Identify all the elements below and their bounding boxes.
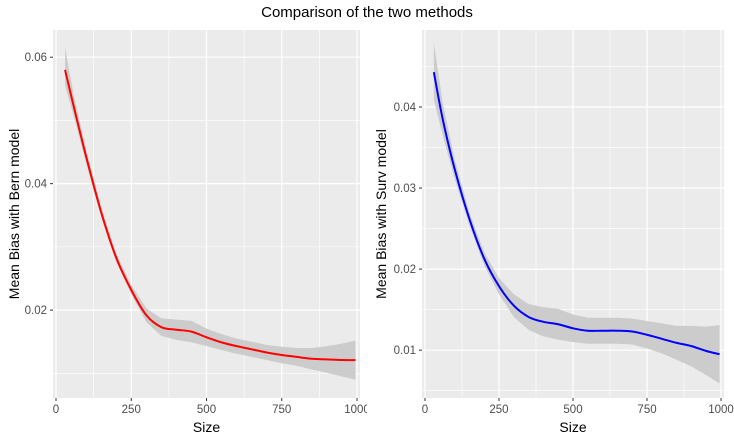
y-tick-label: 0.02: [394, 264, 416, 276]
confidence-band: [433, 42, 720, 384]
x-tick-label: 250: [489, 404, 508, 416]
y-tick-label: 0.03: [394, 183, 416, 195]
y-tick-label: 0.04: [25, 179, 48, 191]
x-axis-title: Size: [559, 419, 586, 435]
y-tick-label: 0.01: [394, 345, 416, 357]
x-tick-label: 0: [53, 404, 59, 416]
figure-title: Comparison of the two methods: [261, 4, 473, 21]
y-tick-label: 0.06: [25, 52, 47, 64]
x-tick-label: 750: [272, 404, 291, 416]
y-tick-label: 0.04: [394, 102, 417, 114]
confidence-band: [65, 47, 356, 380]
x-tick-label: 750: [637, 404, 656, 416]
chart-surv: 0 250 500 750 1000 0.01 0.02 0.03 0.04 Size Mean B…: [373, 30, 734, 435]
x-tick-label: 1000: [344, 404, 367, 416]
y-axis-title: Mean Bias with Bern model: [6, 129, 22, 299]
smooth-line: [64, 69, 356, 362]
chart-bern: 0 250 500 750 1000 0.02 0.04 0.06 Size Mean Bias …: [6, 30, 367, 435]
x-tick-label: 500: [563, 404, 582, 416]
smooth-line: [432, 71, 720, 356]
x-axis-title: Size: [193, 419, 220, 435]
x-tick-label: 0: [422, 404, 428, 416]
x-tick-label: 500: [197, 404, 216, 416]
x-tick-label: 1000: [708, 404, 734, 416]
y-axis-title: Mean Bias with Surv model: [373, 129, 389, 299]
y-tick-label: 0.02: [25, 305, 47, 317]
gridlines: [53, 30, 360, 398]
x-tick-label: 250: [122, 404, 141, 416]
